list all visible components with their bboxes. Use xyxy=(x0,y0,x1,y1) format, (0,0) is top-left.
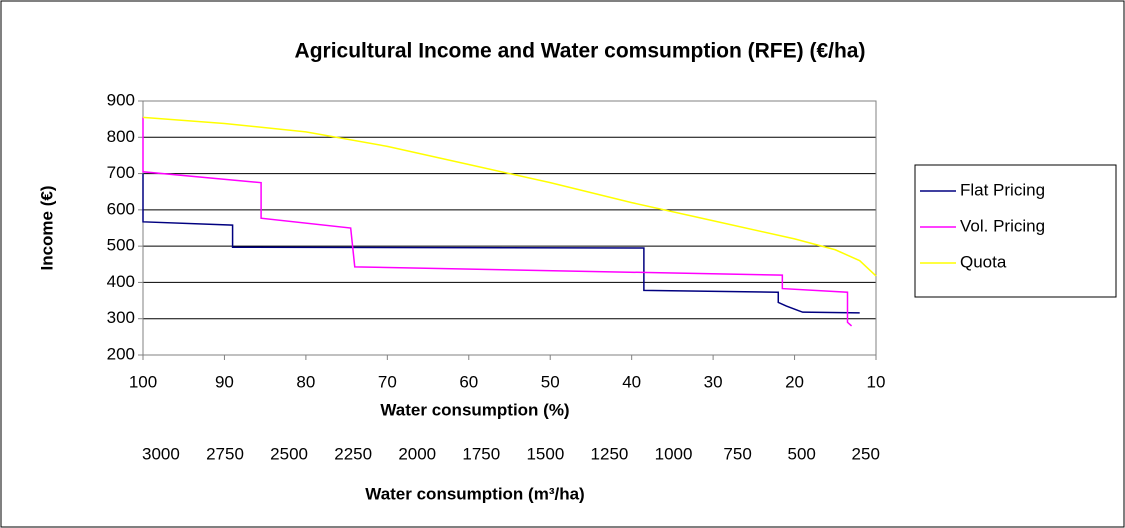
legend-box xyxy=(914,164,1117,298)
y-tick-label: 800 xyxy=(107,127,135,146)
x-tick-label: 10 xyxy=(867,372,886,391)
x-tick-label: 80 xyxy=(296,372,315,391)
x2-tick-label: 500 xyxy=(787,444,815,463)
x-tick-label: 90 xyxy=(215,372,234,391)
y-axis-title: Income (€) xyxy=(37,185,56,270)
x-tick-label: 40 xyxy=(622,372,641,391)
x2-tick-label: 2000 xyxy=(398,444,436,463)
legend-label: Flat Pricing xyxy=(960,180,1045,199)
chart-title: Agricultural Income and Water comsumptio… xyxy=(295,40,866,63)
y-tick-label: 300 xyxy=(107,308,135,327)
series-line xyxy=(142,117,853,327)
x2-tick-label: 2500 xyxy=(270,444,308,463)
x-tick-label: 20 xyxy=(785,372,804,391)
x-tick-label: 70 xyxy=(378,372,397,391)
y-tick-label: 400 xyxy=(107,272,135,291)
x2-tick-label: 1750 xyxy=(462,444,500,463)
plot-border xyxy=(142,100,877,356)
series-line xyxy=(142,116,877,277)
y-tick-label: 700 xyxy=(107,163,135,182)
x2-tick-label: 250 xyxy=(852,444,880,463)
x-tick-label: 100 xyxy=(129,372,157,391)
x2-tick-label: 1500 xyxy=(526,444,564,463)
x2-tick-label: 3000 xyxy=(142,444,180,463)
series-line xyxy=(142,173,860,314)
x2-tick-label: 1000 xyxy=(655,444,693,463)
y-tick-label: 900 xyxy=(107,90,135,109)
legend-label: Vol. Pricing xyxy=(960,216,1045,235)
legend-label: Quota xyxy=(960,252,1007,271)
y-tick-label: 500 xyxy=(107,236,135,255)
x-tick-label: 60 xyxy=(459,372,478,391)
x-axis-title: Water consumption (%) xyxy=(380,400,569,419)
x-tick-label: 50 xyxy=(541,372,560,391)
x2-tick-label: 2250 xyxy=(334,444,372,463)
x2-axis-title: Water consumption (m³/ha) xyxy=(365,484,584,503)
y-tick-label: 200 xyxy=(107,344,135,363)
x2-tick-label: 1250 xyxy=(591,444,629,463)
x2-tick-label: 750 xyxy=(723,444,751,463)
x-tick-label: 30 xyxy=(704,372,723,391)
y-tick-label: 600 xyxy=(107,199,135,218)
x2-tick-label: 2750 xyxy=(206,444,244,463)
